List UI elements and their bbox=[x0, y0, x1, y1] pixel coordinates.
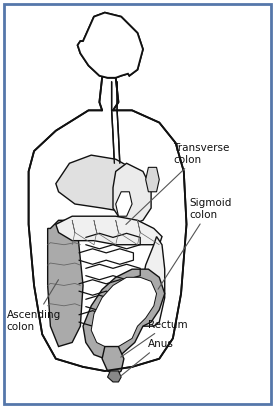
Polygon shape bbox=[140, 237, 165, 326]
Polygon shape bbox=[78, 13, 143, 79]
Text: Rectum: Rectum bbox=[121, 319, 188, 357]
Polygon shape bbox=[56, 217, 162, 245]
Polygon shape bbox=[78, 13, 143, 79]
Text: Ascending
colon: Ascending colon bbox=[7, 280, 61, 331]
Polygon shape bbox=[56, 156, 148, 213]
Polygon shape bbox=[113, 164, 151, 225]
Polygon shape bbox=[48, 221, 83, 347]
Polygon shape bbox=[29, 111, 186, 371]
Polygon shape bbox=[91, 278, 156, 347]
Polygon shape bbox=[102, 347, 124, 375]
Polygon shape bbox=[146, 168, 159, 192]
Polygon shape bbox=[83, 270, 165, 359]
Text: Anus: Anus bbox=[121, 338, 174, 376]
Text: Sigmoid
colon: Sigmoid colon bbox=[158, 198, 232, 290]
Text: Transverse
colon: Transverse colon bbox=[126, 143, 229, 225]
Polygon shape bbox=[99, 79, 119, 111]
Polygon shape bbox=[108, 371, 121, 382]
Polygon shape bbox=[116, 192, 132, 217]
